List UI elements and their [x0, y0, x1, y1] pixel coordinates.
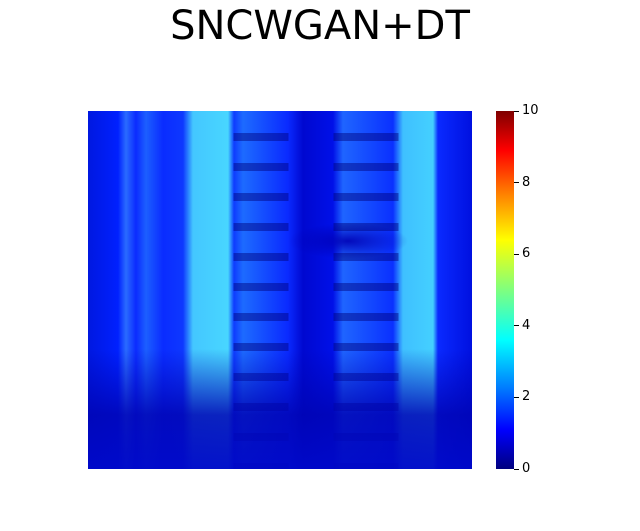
colorbar-tick-mark: [514, 396, 519, 398]
colorbar: [496, 111, 514, 469]
colorbar-tick-mark: [514, 110, 519, 112]
heatmap-texture: [88, 111, 472, 469]
colorbar-tick-label: 4: [522, 317, 531, 333]
colorbar-tick-label: 10: [522, 103, 539, 118]
chart-title: SNCWGAN+DT: [170, 3, 470, 49]
colorbar-tick-label: 0: [522, 461, 531, 476]
colorbar-tick-label: 8: [522, 174, 531, 190]
colorbar-tick-mark: [514, 182, 519, 184]
colorbar-tick-mark: [514, 325, 519, 327]
heatmap-image: [88, 111, 472, 469]
colorbar-tick-mark: [514, 253, 519, 255]
colorbar-tick-label: 6: [522, 246, 531, 262]
colorbar-tick-label: 2: [522, 389, 531, 405]
colorbar-tick-mark: [514, 468, 519, 470]
